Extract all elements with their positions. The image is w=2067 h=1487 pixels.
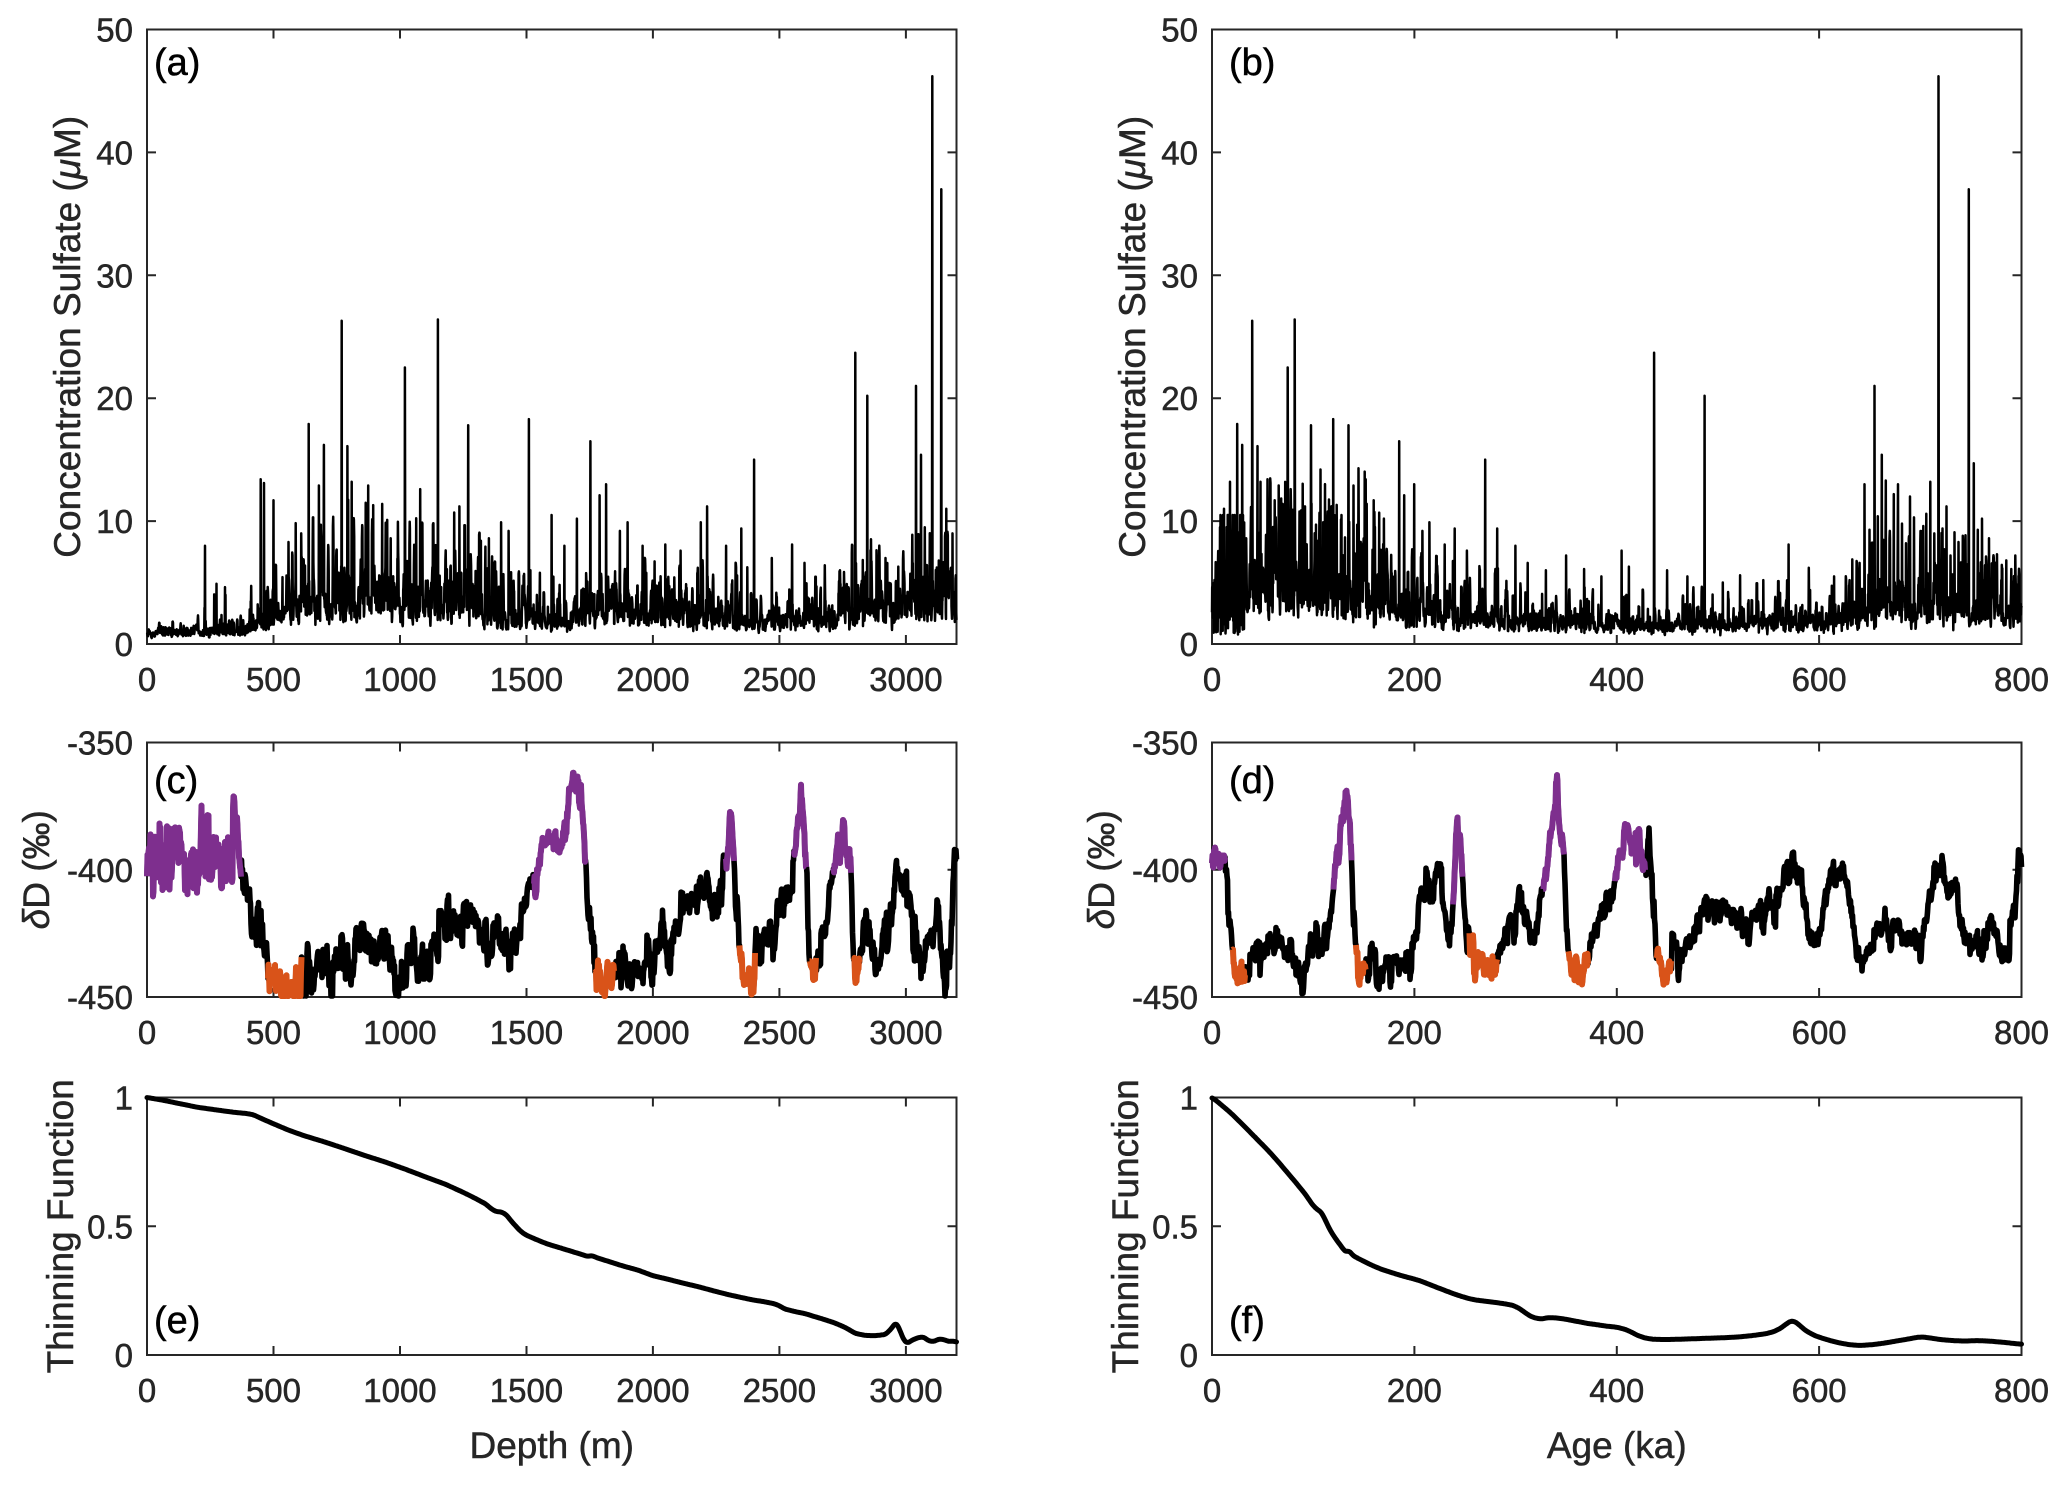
svg-text:400: 400 — [1589, 661, 1644, 698]
svg-text:(d): (d) — [1229, 760, 1275, 802]
svg-text:500: 500 — [246, 1014, 301, 1051]
svg-text:50: 50 — [1161, 12, 1198, 49]
svg-text:Depth (m): Depth (m) — [470, 1425, 634, 1466]
svg-text:0: 0 — [138, 1372, 156, 1409]
svg-text:δD (‰): δD (‰) — [1081, 810, 1122, 929]
svg-text:Age (ka): Age (ka) — [1547, 1425, 1687, 1466]
svg-text:0: 0 — [1180, 1337, 1198, 1374]
svg-text:2500: 2500 — [743, 1372, 816, 1409]
svg-text:10: 10 — [96, 503, 133, 540]
svg-text:1500: 1500 — [490, 661, 563, 698]
svg-text:600: 600 — [1792, 1372, 1847, 1409]
svg-text:10: 10 — [1161, 503, 1198, 540]
svg-text:-450: -450 — [67, 979, 133, 1016]
svg-text:δD (‰): δD (‰) — [16, 810, 57, 929]
svg-text:600: 600 — [1792, 1014, 1847, 1051]
svg-text:0: 0 — [138, 661, 156, 698]
svg-text:0: 0 — [1180, 626, 1198, 663]
svg-text:Thinning Function: Thinning Function — [40, 1079, 81, 1373]
svg-text:-350: -350 — [1132, 725, 1198, 762]
svg-text:2500: 2500 — [743, 1014, 816, 1051]
svg-text:0.5: 0.5 — [87, 1208, 133, 1245]
svg-text:0: 0 — [1203, 1014, 1221, 1051]
svg-text:-450: -450 — [1132, 979, 1198, 1016]
svg-text:20: 20 — [96, 380, 133, 417]
svg-text:0: 0 — [1203, 661, 1221, 698]
svg-text:3000: 3000 — [869, 661, 942, 698]
svg-text:0: 0 — [115, 626, 133, 663]
svg-text:600: 600 — [1792, 661, 1847, 698]
svg-text:20: 20 — [1161, 380, 1198, 417]
svg-text:400: 400 — [1589, 1014, 1644, 1051]
svg-text:200: 200 — [1387, 661, 1442, 698]
svg-text:1500: 1500 — [490, 1014, 563, 1051]
svg-text:(f): (f) — [1229, 1300, 1265, 1342]
svg-text:-400: -400 — [67, 852, 133, 889]
svg-text:3000: 3000 — [869, 1014, 942, 1051]
svg-text:1000: 1000 — [363, 1014, 436, 1051]
svg-text:1500: 1500 — [490, 1372, 563, 1409]
svg-text:1000: 1000 — [363, 1372, 436, 1409]
svg-text:30: 30 — [1161, 257, 1198, 294]
svg-text:(a): (a) — [154, 42, 200, 84]
svg-text:200: 200 — [1387, 1372, 1442, 1409]
svg-text:-350: -350 — [67, 725, 133, 762]
svg-text:Thinning Function: Thinning Function — [1105, 1079, 1146, 1373]
svg-text:0.5: 0.5 — [1152, 1208, 1198, 1245]
svg-text:800: 800 — [1994, 1014, 2049, 1051]
svg-text:40: 40 — [1161, 134, 1198, 171]
svg-text:(e): (e) — [154, 1300, 200, 1342]
svg-text:50: 50 — [96, 12, 133, 49]
svg-text:2000: 2000 — [616, 661, 689, 698]
svg-text:400: 400 — [1589, 1372, 1644, 1409]
svg-text:800: 800 — [1994, 1372, 2049, 1409]
svg-text:1: 1 — [1180, 1080, 1198, 1117]
svg-text:0: 0 — [138, 1014, 156, 1051]
svg-text:0: 0 — [1203, 1372, 1221, 1409]
svg-text:Concentration Sulfate (μM): Concentration Sulfate (μM) — [47, 116, 88, 558]
svg-text:500: 500 — [246, 661, 301, 698]
svg-text:2500: 2500 — [743, 661, 816, 698]
svg-text:1: 1 — [115, 1080, 133, 1117]
svg-text:3000: 3000 — [869, 1372, 942, 1409]
svg-text:1000: 1000 — [363, 661, 436, 698]
svg-text:Concentration Sulfate (μM): Concentration Sulfate (μM) — [1112, 116, 1153, 558]
svg-text:2000: 2000 — [616, 1372, 689, 1409]
svg-text:500: 500 — [246, 1372, 301, 1409]
svg-text:0: 0 — [115, 1337, 133, 1374]
svg-text:800: 800 — [1994, 661, 2049, 698]
svg-text:30: 30 — [96, 257, 133, 294]
svg-text:(c): (c) — [154, 760, 198, 802]
svg-text:200: 200 — [1387, 1014, 1442, 1051]
svg-text:40: 40 — [96, 134, 133, 171]
svg-text:2000: 2000 — [616, 1014, 689, 1051]
svg-text:-400: -400 — [1132, 852, 1198, 889]
svg-text:(b): (b) — [1229, 42, 1275, 84]
